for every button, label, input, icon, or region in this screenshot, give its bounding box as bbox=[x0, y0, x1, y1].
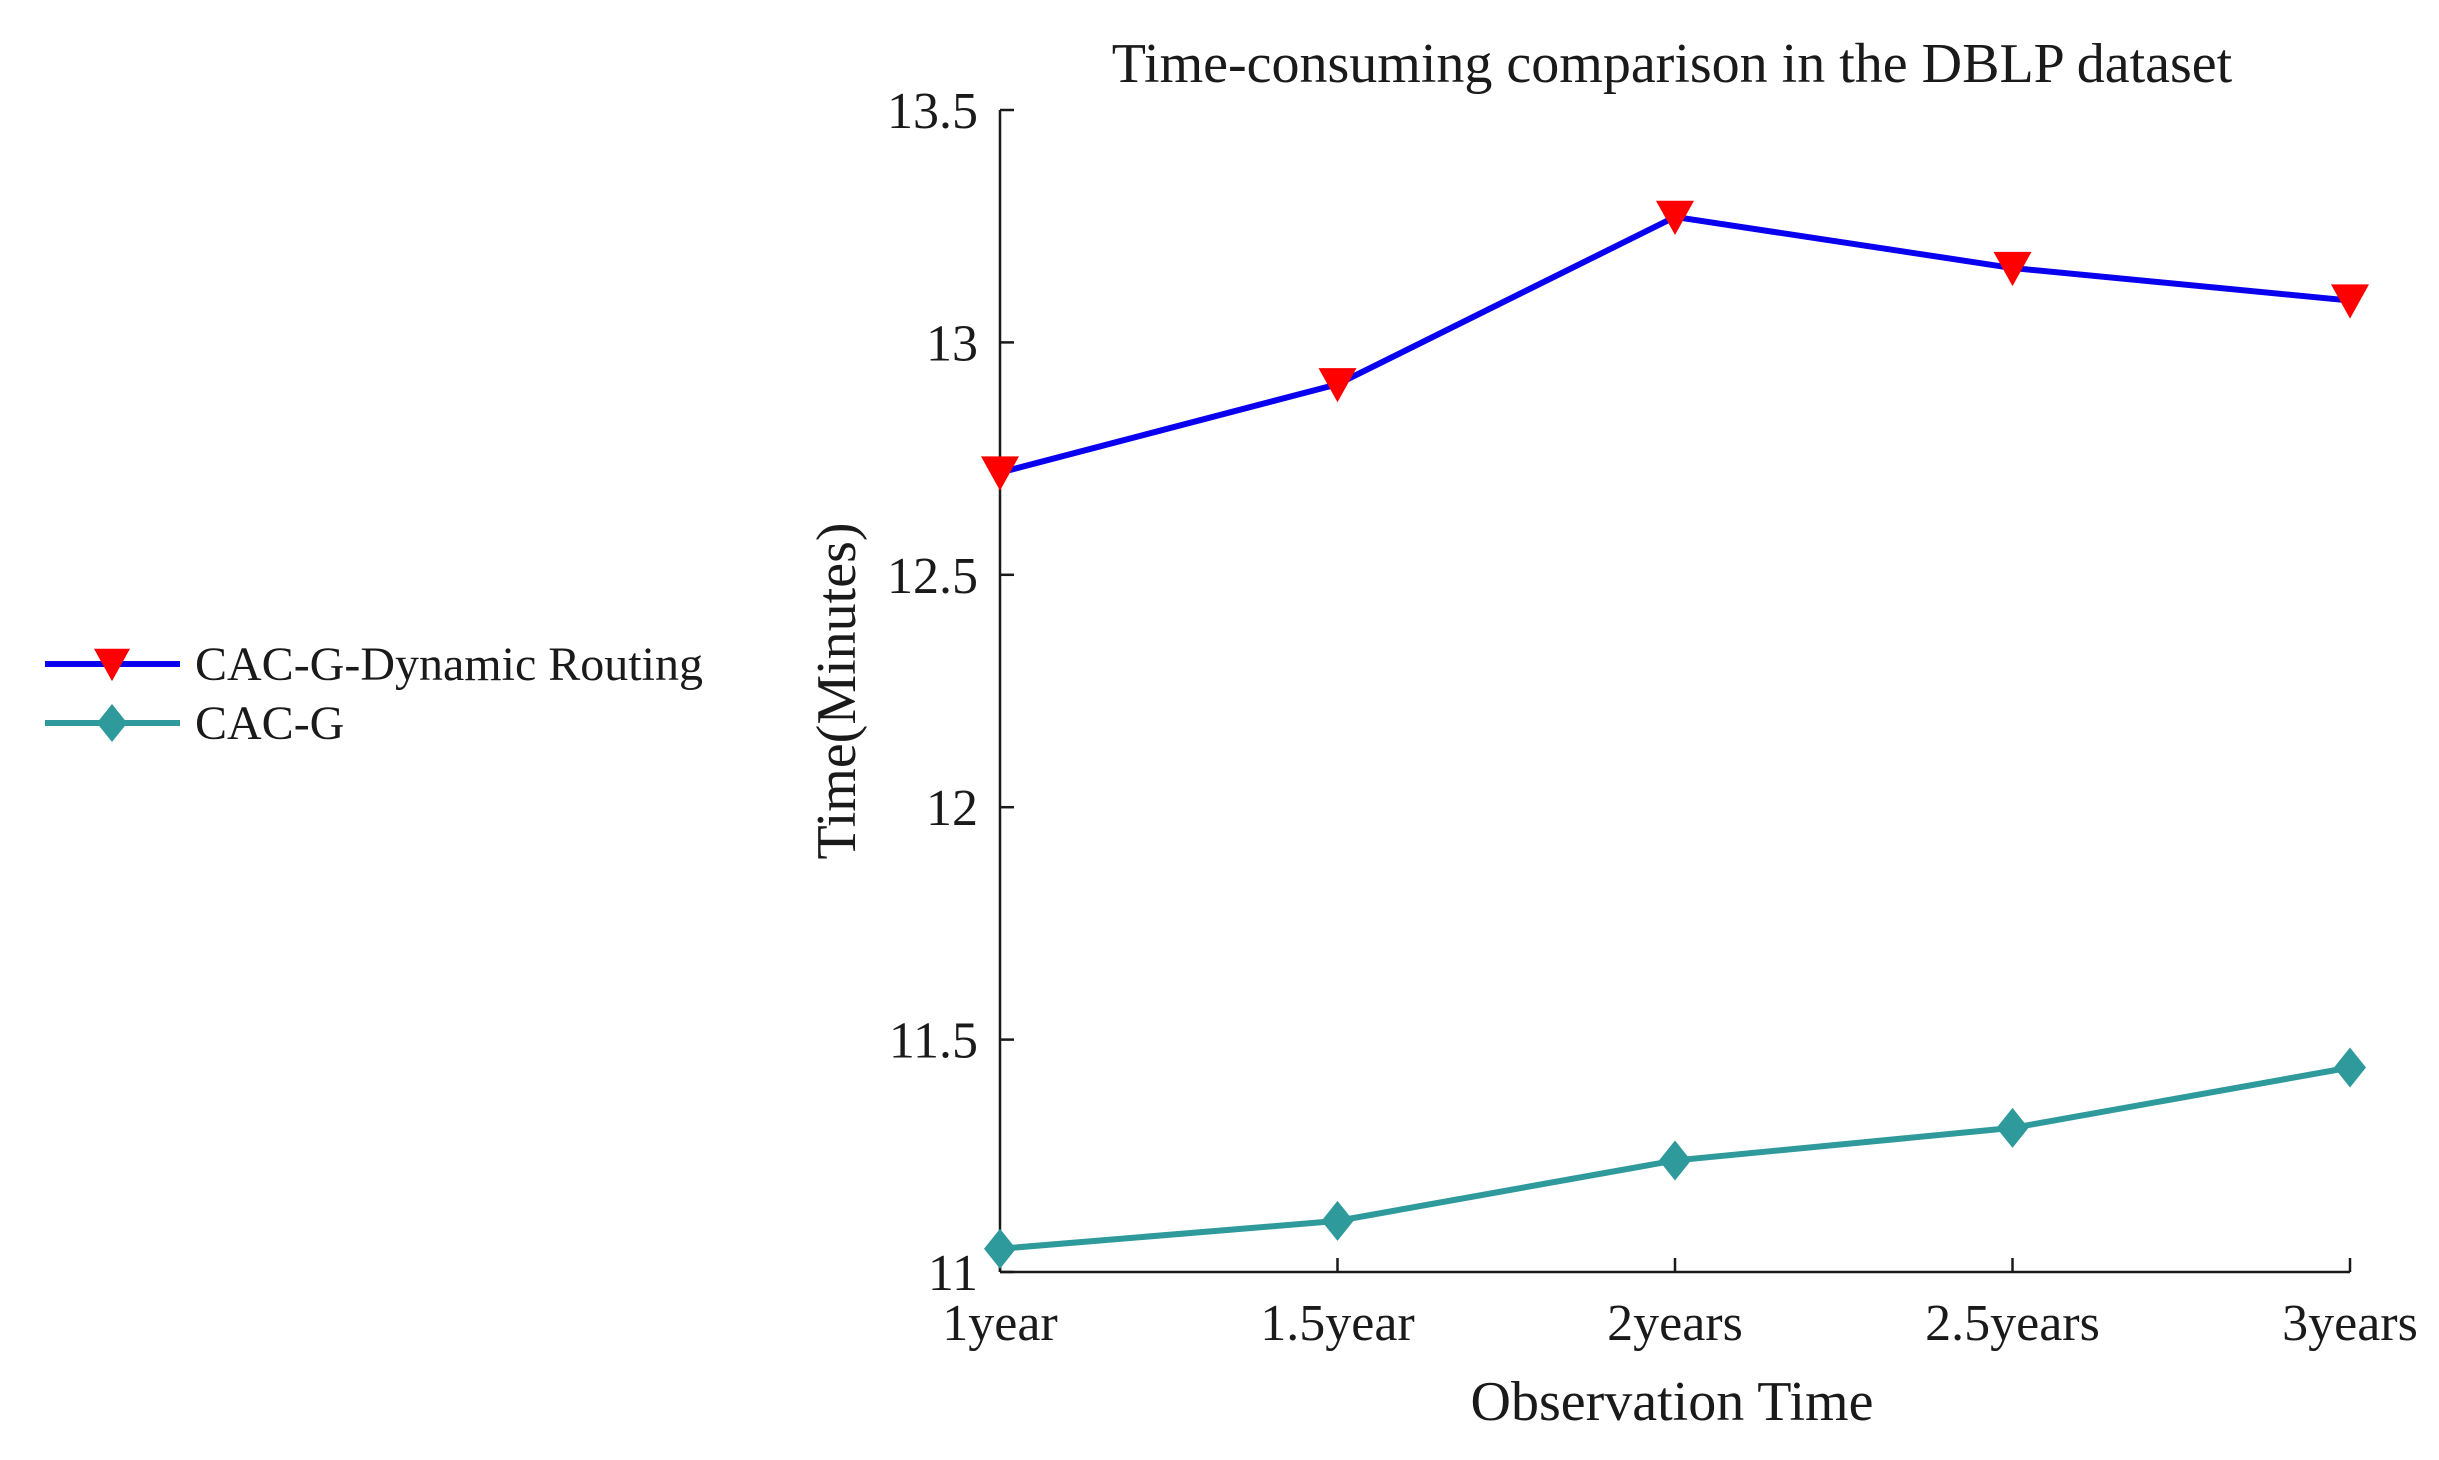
x-tick-label: 3years bbox=[2282, 1295, 2418, 1352]
chart-title: Time-consuming comparison in the DBLP da… bbox=[1112, 33, 2233, 95]
y-tick-label: 11.5 bbox=[889, 1013, 978, 1070]
data-point-cac-g bbox=[1996, 1107, 2029, 1148]
legend-label-cac-g-dynamic-routing: CAC-G-Dynamic Routing bbox=[195, 638, 703, 691]
y-ticks: 11 11.5 12 12.5 13 13.5 bbox=[887, 83, 1014, 1302]
y-tick-label: 11 bbox=[928, 1245, 978, 1302]
x-tick-label: 1.5year bbox=[1260, 1295, 1414, 1352]
x-tick-label: 2years bbox=[1607, 1295, 1743, 1352]
y-tick-label: 13 bbox=[926, 315, 978, 372]
data-point-cac-g-dynamic-routing bbox=[981, 456, 1019, 491]
data-point-cac-g-dynamic-routing bbox=[2331, 284, 2369, 319]
data-point-cac-g-dynamic-routing bbox=[1993, 251, 2032, 287]
y-axis-label: Time(Minutes) bbox=[806, 522, 868, 859]
data-point-cac-g bbox=[2334, 1047, 2366, 1088]
x-axis-label: Observation Time bbox=[1471, 1371, 1874, 1433]
data-point-cac-g bbox=[1321, 1200, 1354, 1241]
data-point-cac-g bbox=[984, 1228, 1016, 1269]
x-tick-label: 2.5years bbox=[1925, 1295, 2100, 1352]
x-tick-label: 1year bbox=[942, 1295, 1057, 1352]
legend-label-cac-g: CAC-G bbox=[195, 697, 344, 750]
y-tick-label: 13.5 bbox=[887, 83, 978, 140]
data-point-cac-g-dynamic-routing bbox=[1656, 200, 1694, 235]
data-point-cac-g bbox=[1659, 1140, 1691, 1181]
legend-marker-cac-g bbox=[96, 704, 128, 742]
y-tick-label: 12.5 bbox=[887, 548, 978, 605]
x-ticks: 1year 1.5year 2years 2.5years 3years bbox=[942, 1258, 2418, 1352]
series-line-cac-g-dynamic-routing bbox=[999, 213, 2351, 476]
y-tick-label: 12 bbox=[926, 780, 978, 837]
series-layer bbox=[981, 200, 2369, 1269]
legend-marker-cac-g-dynamic-routing bbox=[94, 648, 130, 682]
data-point-cac-g-dynamic-routing bbox=[1318, 368, 1357, 403]
legend: CAC-G-Dynamic Routing CAC-G bbox=[45, 638, 703, 750]
